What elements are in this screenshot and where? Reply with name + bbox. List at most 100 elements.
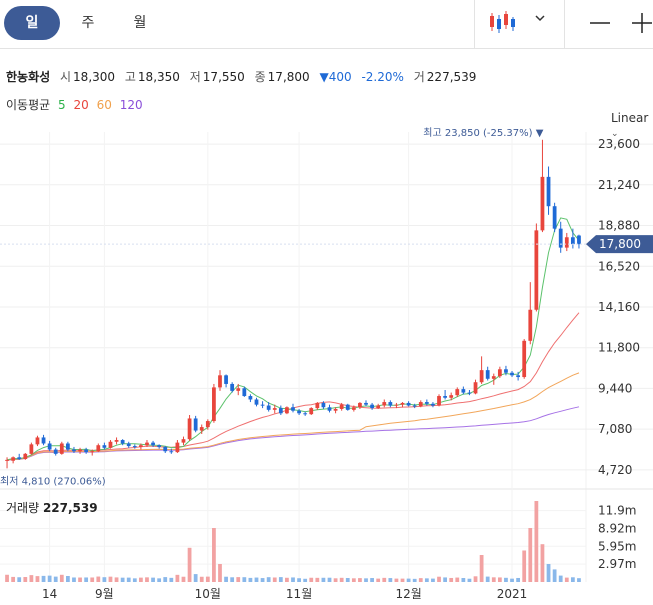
y-tick-label: 14,160 (598, 300, 640, 314)
candle-body (455, 389, 460, 396)
y-tick-label: 18,880 (598, 219, 640, 233)
ma5-line (6, 217, 580, 461)
candle-body (376, 405, 381, 409)
ma-20: 20 (73, 98, 89, 112)
volume-bar (187, 547, 192, 582)
volume-bar (199, 576, 204, 582)
tab-week[interactable]: 주 (81, 15, 95, 31)
stock-name: 한농화성 (6, 70, 51, 84)
candle-body (175, 442, 180, 453)
candle-body (139, 445, 143, 447)
candle-body (540, 176, 545, 231)
volume-bar (333, 578, 338, 582)
candle-body (78, 449, 82, 452)
volume-bar (382, 577, 387, 582)
volume-bar (321, 577, 326, 582)
volume-bar (394, 578, 399, 582)
candle-body (345, 404, 350, 410)
ma120-line (6, 406, 580, 461)
price-info: 한농화성 시 18,300 고 18,350 저 17,550 종 17,800 ▼40… (6, 68, 482, 85)
volume-bar (236, 577, 241, 582)
candle-body (230, 383, 235, 391)
high-value: 18,350 (137, 70, 180, 84)
volume-bar (345, 578, 350, 582)
candle-body (467, 392, 472, 394)
volume-value: 227,539 (426, 70, 477, 84)
volume-bar (126, 577, 131, 582)
ma-120: 120 (119, 98, 143, 112)
volume-bar (376, 578, 381, 582)
candle-body (199, 427, 204, 431)
candle-body (53, 449, 58, 454)
ma-label: 이동평균 (6, 98, 51, 112)
volume-bar (504, 577, 508, 582)
candle-body (297, 410, 301, 414)
minus-icon[interactable] (588, 8, 612, 38)
candle-body (90, 451, 95, 453)
candle-body (5, 459, 9, 461)
volume-bar (540, 544, 545, 582)
candle-body (169, 451, 174, 453)
ma-5: 5 (58, 98, 66, 112)
volume-bar (72, 577, 76, 582)
candle-body (309, 408, 314, 415)
candle-body (278, 408, 283, 414)
candle-body (272, 408, 277, 410)
volume-bar (449, 577, 454, 582)
candle-body (516, 375, 521, 378)
candle-body (558, 228, 563, 248)
volume-bar (479, 555, 484, 582)
candle-body (84, 449, 89, 453)
scale-select[interactable]: Linear ⌄ (611, 111, 653, 139)
x-tick-label: 9월 (95, 587, 114, 601)
candle-body (218, 375, 222, 388)
candle-body (254, 399, 259, 405)
x-tick-label: 11월 (286, 587, 312, 601)
volume-bar (491, 577, 496, 582)
low-label: 저 (189, 70, 201, 84)
candle-body (449, 395, 454, 398)
volume-bar (364, 578, 368, 582)
x-tick-label: 14 (42, 587, 57, 601)
volume-bar (139, 577, 143, 582)
candle-body (443, 396, 447, 398)
candle-body (145, 442, 149, 446)
volume-bar (358, 578, 362, 582)
volume-bar (473, 576, 478, 582)
plus-icon[interactable] (628, 8, 652, 38)
candlestick-icon[interactable] (488, 9, 518, 35)
volume-bar (534, 501, 539, 582)
current-price-tag (586, 235, 653, 254)
chevron-down-icon[interactable] (534, 12, 546, 24)
tab-month[interactable]: 월 (133, 15, 147, 31)
ma-60: 60 (96, 98, 112, 112)
volume-title-value: 227,539 (42, 501, 98, 515)
candle-body (132, 446, 137, 448)
volume-bar (132, 578, 137, 582)
candle-body (564, 237, 569, 248)
candle-body (473, 382, 478, 394)
candle-body (72, 449, 76, 452)
chevron-down-icon: ⌄ (611, 129, 619, 139)
volume-bar (577, 578, 581, 582)
candle-body (266, 405, 271, 410)
volume-bar (351, 578, 356, 582)
volume-bar (528, 528, 533, 582)
volume-bar (297, 578, 301, 582)
candle-body (370, 404, 374, 409)
low-annotation: 최저 4,810 (270.06%) (0, 475, 106, 487)
y-tick-label: 23,600 (598, 137, 640, 151)
candle-body (47, 443, 52, 450)
volume-bar (163, 577, 168, 582)
toolbar-divider (474, 0, 475, 49)
high-label: 고 (124, 70, 136, 84)
volume-bar (467, 578, 472, 582)
candle-body (418, 402, 423, 407)
candle-body (23, 453, 28, 460)
tab-day[interactable]: 일 (4, 6, 60, 40)
y-tick-label: 16,520 (598, 259, 640, 273)
candle-body (400, 402, 405, 405)
volume-bar (510, 578, 514, 582)
candle-body (236, 388, 241, 391)
